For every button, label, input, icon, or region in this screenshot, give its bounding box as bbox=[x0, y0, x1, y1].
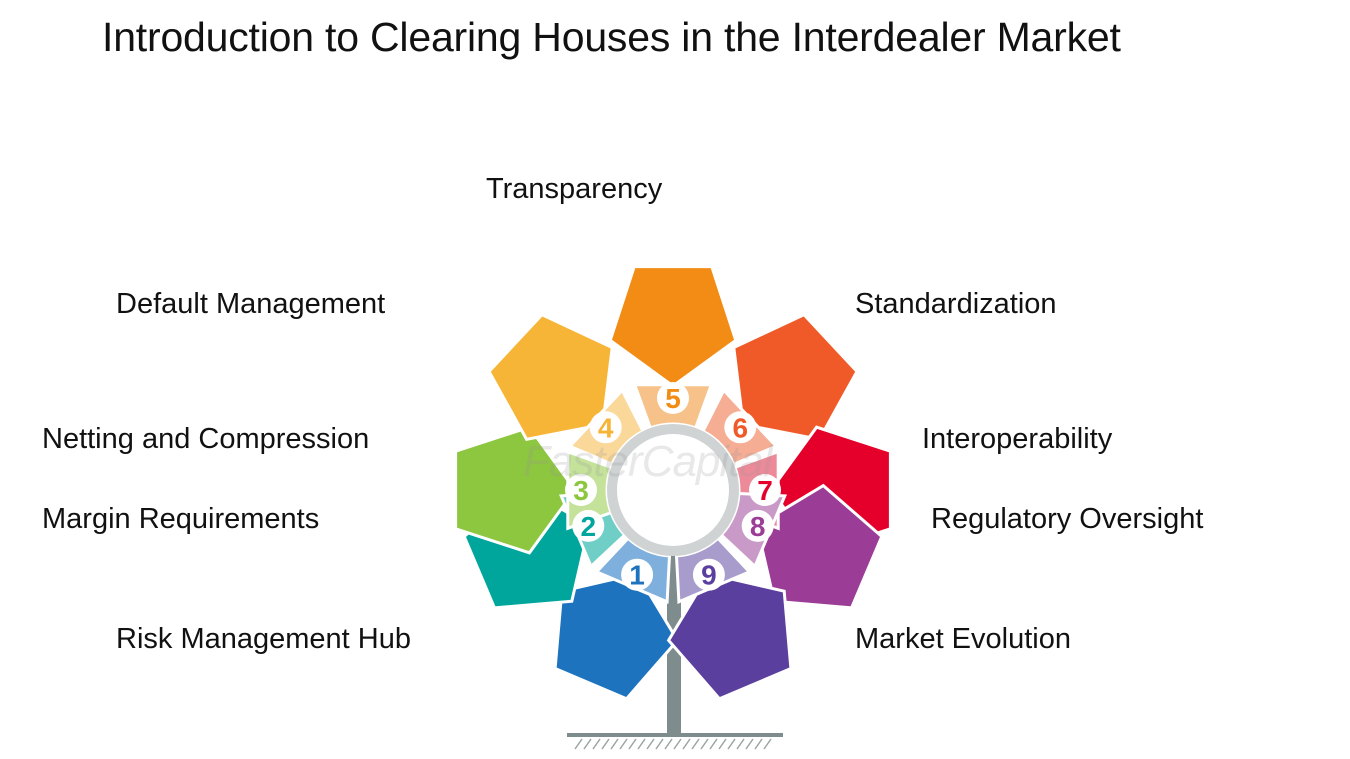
label-market-evolution: Market Evolution bbox=[855, 623, 1071, 655]
ground-hatch-mark bbox=[637, 738, 646, 750]
ground-hatch-mark bbox=[619, 738, 628, 750]
label-risk-management-hub: Risk Management Hub bbox=[116, 623, 411, 655]
ground-hatch-mark bbox=[763, 738, 772, 750]
badge-number-6: 6 bbox=[733, 412, 749, 443]
label-margin-requirements: Margin Requirements bbox=[42, 503, 320, 535]
badge-circle-8 bbox=[741, 509, 774, 542]
badge-number-3: 3 bbox=[573, 475, 589, 506]
number-badges-group: 1 2 3 4 5 6 7 8 9 bbox=[565, 382, 781, 591]
petal-5 bbox=[608, 265, 738, 388]
badge-number-1: 1 bbox=[629, 560, 645, 591]
ground-hatch-mark bbox=[655, 738, 664, 750]
badge-number-8: 8 bbox=[750, 511, 766, 542]
watermark: FasterCapital bbox=[523, 437, 773, 486]
ground-hatch-mark bbox=[718, 738, 727, 750]
ground-hatch-mark bbox=[700, 738, 709, 750]
label-regulatory-oversight: Regulatory Oversight bbox=[931, 503, 1204, 535]
ground-hatch-mark bbox=[691, 738, 700, 750]
ground-hatch-mark bbox=[754, 738, 763, 750]
label-transparency: Transparency bbox=[486, 173, 663, 205]
ground-hatch-mark bbox=[592, 738, 601, 750]
badge-circle-9 bbox=[692, 558, 725, 591]
badge-circle-1 bbox=[621, 558, 654, 591]
ground-hatch-mark bbox=[709, 738, 718, 750]
badge-number-5: 5 bbox=[665, 383, 681, 414]
badge-circle-3 bbox=[565, 474, 597, 506]
page-title: Introduction to Clearing Houses in the I… bbox=[102, 14, 1121, 60]
ground-hatch-mark bbox=[745, 738, 754, 750]
ground-hatch-mark bbox=[574, 738, 583, 750]
badge-number-4: 4 bbox=[598, 412, 614, 443]
petal-6 bbox=[732, 312, 859, 441]
petals-group bbox=[454, 265, 892, 701]
badge-circle-7 bbox=[749, 474, 781, 506]
ground-hatch bbox=[574, 738, 772, 750]
label-default-management: Default Management bbox=[116, 288, 386, 320]
badge-circle-2 bbox=[572, 509, 605, 542]
badge-circle-6 bbox=[724, 411, 757, 444]
ground-hatch-mark bbox=[646, 738, 655, 750]
ground-hatch-mark bbox=[664, 738, 673, 750]
badge-number-2: 2 bbox=[581, 511, 597, 542]
badge-number-7: 7 bbox=[757, 475, 773, 506]
petal-4 bbox=[487, 312, 614, 441]
ground-hatch-mark bbox=[673, 738, 682, 750]
badge-circle-5 bbox=[657, 382, 689, 414]
ground-hatch-mark bbox=[736, 738, 745, 750]
ground-hatch-mark bbox=[601, 738, 610, 750]
ground-hatch-mark bbox=[682, 738, 691, 750]
badge-circle-4 bbox=[589, 411, 622, 444]
ground-hatch-mark bbox=[610, 738, 619, 750]
label-netting-and-compression: Netting and Compression bbox=[42, 423, 370, 455]
ground-hatch-mark bbox=[628, 738, 637, 750]
badge-number-9: 9 bbox=[701, 560, 717, 591]
ground-hatch-mark bbox=[583, 738, 592, 750]
petal-9 bbox=[666, 572, 793, 701]
label-standardization: Standardization bbox=[855, 288, 1057, 320]
center-circle bbox=[607, 424, 739, 556]
ground-hatch-mark bbox=[727, 738, 736, 750]
label-interoperability: Interoperability bbox=[922, 423, 1113, 455]
